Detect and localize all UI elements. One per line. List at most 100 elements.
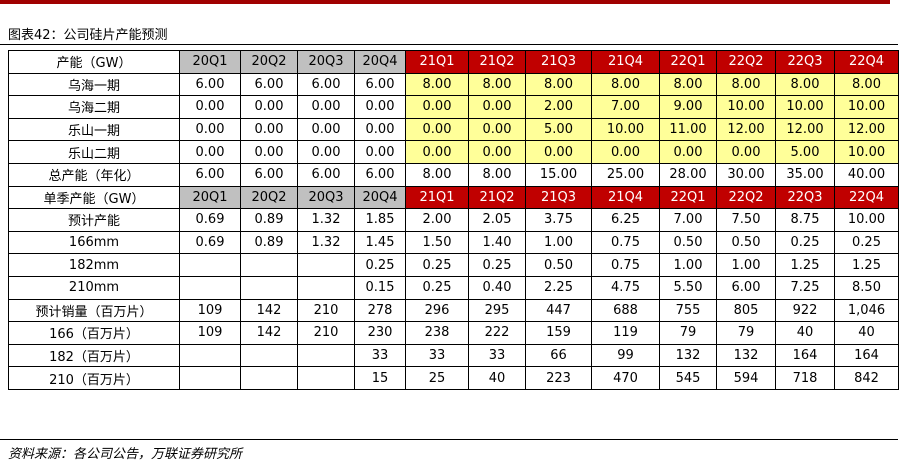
table-cell: 7.00	[659, 208, 717, 232]
table-cell: 0.00	[405, 140, 469, 164]
table-cell: 6.00	[297, 72, 355, 97]
table-cell: 0.69	[179, 208, 241, 232]
table-cell: 222	[468, 321, 526, 345]
table-cell: 10.00	[834, 95, 899, 119]
table-cell: 0.00	[468, 95, 526, 119]
table-cell: 22Q1	[659, 185, 717, 210]
table-row: 182（百万片） 33 33 33 66 99 132 132 164 164	[8, 343, 899, 368]
table-cell: 1.40	[468, 230, 526, 255]
table-cell: 8.75	[775, 208, 835, 232]
table-cell	[240, 366, 298, 390]
table-cell: 0.00	[659, 140, 717, 164]
table-cell: 22Q4	[834, 185, 899, 210]
table-cell: 164	[775, 343, 835, 368]
table-cell: 132	[659, 343, 717, 368]
table-cell: 1,046	[834, 298, 899, 323]
table-cell: 0.00	[591, 140, 660, 164]
table-cell: 22Q2	[716, 185, 776, 210]
table-cell: 6.00	[297, 162, 355, 187]
table-row: 182mm 0.25 0.25 0.25 0.50 0.75 1.00 1.00 1.25 1.2…	[8, 253, 899, 277]
source-note: 资料来源：各公司公告，万联证券研究所	[8, 447, 243, 462]
table-cell	[179, 253, 241, 277]
table-cell: 805	[716, 298, 776, 323]
table-cell: 20Q2	[240, 185, 298, 210]
table-cell: 79	[716, 321, 776, 345]
table-row: 166（百万片） 109 142 210 230 238 222 159 119 79 79 40 40	[8, 321, 899, 345]
table-cell: 718	[775, 366, 835, 390]
table-cell: 0.00	[240, 95, 298, 119]
table-cell: 470	[591, 366, 660, 390]
table-cell: 119	[591, 321, 660, 345]
table-cell: 33	[468, 343, 526, 368]
table-cell: 8.00	[834, 72, 899, 97]
table-cell: 2.00	[525, 95, 592, 119]
table-cell: 0.00	[240, 140, 298, 164]
table-cell: 1.00	[716, 253, 776, 277]
table-cell: 乌海二期	[8, 95, 180, 119]
table-cell: 0.25	[834, 230, 899, 255]
table-cell: 8.00	[591, 72, 660, 97]
table-row: 乐山二期 0.00 0.00 0.00 0.00 0.00 0.00 0.00 0.00 0.00…	[8, 140, 899, 164]
table-cell: 0.40	[468, 275, 526, 300]
table-cell: 0.00	[354, 117, 406, 142]
table-row: 乐山一期 0.00 0.00 0.00 0.00 0.00 0.00 5.00 10.00 11.…	[8, 117, 899, 142]
table-cell: 10.00	[834, 208, 899, 232]
table-cell: 40	[775, 321, 835, 345]
table-row: 预计产能 0.69 0.89 1.32 1.85 2.00 2.05 3.75 6.25 7.00…	[8, 208, 899, 232]
table: 产能（GW） 20Q1 20Q2 20Q3 20Q4 21Q1 21Q2 21Q3 21Q4 22…	[8, 50, 899, 390]
table-cell: 1.50	[405, 230, 469, 255]
table-cell: 594	[716, 366, 776, 390]
table-cell: 142	[240, 298, 298, 323]
table-cell: 4.75	[591, 275, 660, 300]
table-cell: 20Q2	[240, 50, 298, 74]
table-cell: 8.00	[716, 72, 776, 97]
table-cell: 1.32	[297, 208, 355, 232]
table-cell: 10.00	[834, 140, 899, 164]
table-cell: 166mm	[8, 230, 180, 255]
table-cell	[240, 343, 298, 368]
table-cell: 21Q4	[591, 185, 660, 210]
table-cell: 1.45	[354, 230, 406, 255]
table-cell: 8.00	[468, 162, 526, 187]
table-cell: 乌海一期	[8, 72, 180, 97]
table-cell: 6.00	[240, 72, 298, 97]
table-cell: 乐山二期	[8, 140, 180, 164]
table-cell: 20Q1	[179, 50, 241, 74]
table-cell	[179, 366, 241, 390]
table-cell: 产能（GW）	[8, 50, 180, 74]
table-cell: 0.50	[659, 230, 717, 255]
table-cell: 预计销量（百万片）	[8, 298, 180, 323]
table-cell: 1.25	[775, 253, 835, 277]
table-cell: 21Q3	[525, 50, 592, 74]
table-cell	[179, 343, 241, 368]
table-cell: 8.00	[468, 72, 526, 97]
table-cell	[179, 275, 241, 300]
table-cell: 40	[468, 366, 526, 390]
table-cell: 159	[525, 321, 592, 345]
table-cell: 10.00	[775, 95, 835, 119]
table-cell: 142	[240, 321, 298, 345]
table-cell: 0.00	[179, 117, 241, 142]
table-row: 乌海二期 0.00 0.00 0.00 0.00 0.00 0.00 2.00 7.00 9.00…	[8, 95, 899, 119]
table-cell: 842	[834, 366, 899, 390]
table-row: 总产能（年化） 6.00 6.00 6.00 6.00 8.00 8.00 15.00 25.0…	[8, 162, 899, 187]
table-cell: 20Q3	[297, 50, 355, 74]
table-cell: 12.00	[775, 117, 835, 142]
table-cell: 21Q2	[468, 50, 526, 74]
table-cell: 210	[297, 298, 355, 323]
table-cell: 单季产能（GW）	[8, 185, 180, 210]
table-cell: 0.00	[179, 140, 241, 164]
table-cell	[297, 366, 355, 390]
table-cell: 预计产能	[8, 208, 180, 232]
table-cell: 295	[468, 298, 526, 323]
table-row: 166mm 0.69 0.89 1.32 1.45 1.50 1.40 1.00 0.75 0.5…	[8, 230, 899, 255]
table-cell: 0.00	[405, 95, 469, 119]
table-cell: 21Q3	[525, 185, 592, 210]
table-cell: 0.75	[591, 253, 660, 277]
table-cell: 0.00	[354, 140, 406, 164]
top-bar	[0, 0, 890, 4]
table-cell: 9.00	[659, 95, 717, 119]
table-cell: 7.50	[716, 208, 776, 232]
table-cell: 21Q1	[405, 185, 469, 210]
table-cell: 447	[525, 298, 592, 323]
